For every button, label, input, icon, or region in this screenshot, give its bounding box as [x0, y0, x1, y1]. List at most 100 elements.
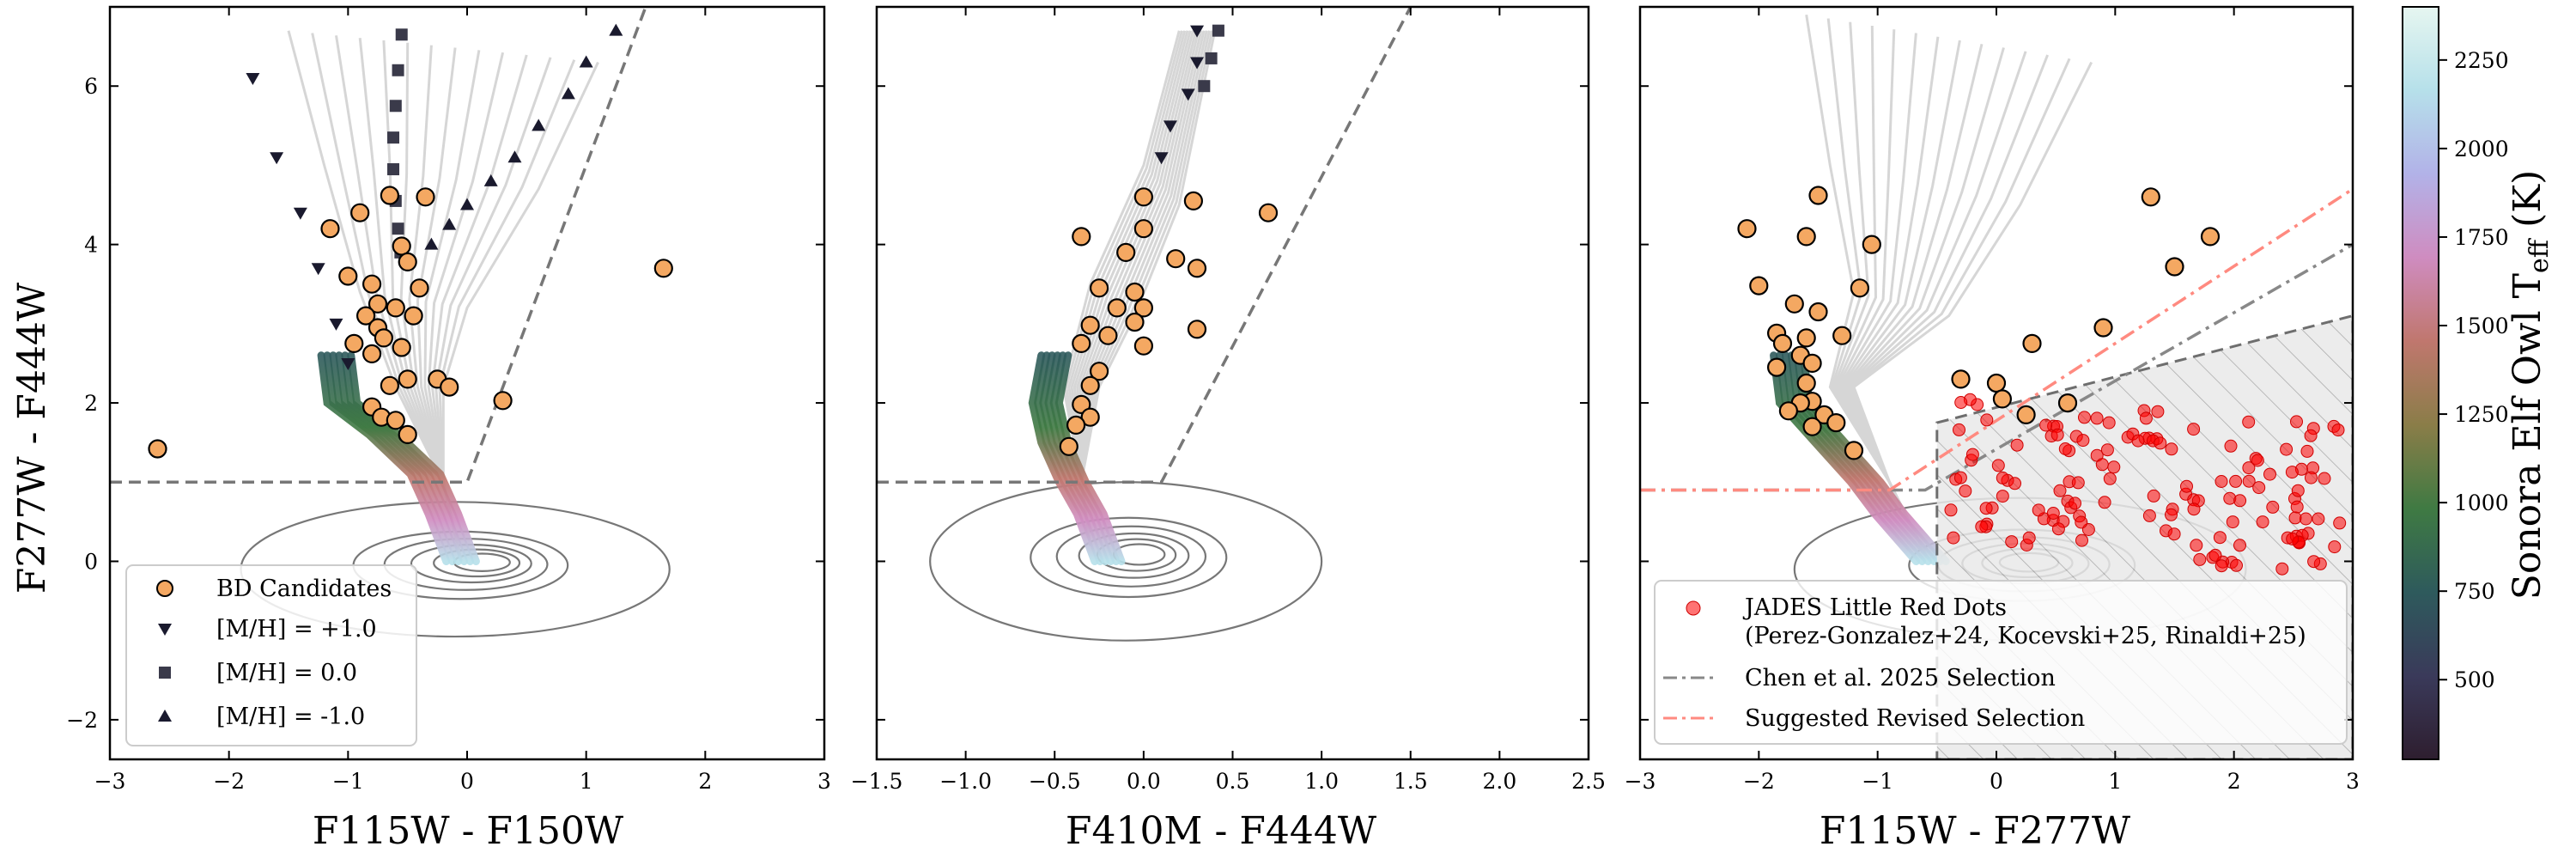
x-tick-label: 1: [580, 769, 593, 794]
lrd-point: [2328, 540, 2342, 554]
bd-candidate-point: [344, 333, 364, 353]
bd-candidate-point: [1767, 357, 1787, 377]
legend-mp-label: [M/H] = +1.0: [216, 616, 377, 643]
x-tick-label: 1.0: [1304, 769, 1339, 794]
lrd-point: [2090, 411, 2104, 425]
teff-track: [1049, 351, 1121, 565]
lrd-point: [2139, 411, 2153, 425]
lrd-point: [1954, 396, 1968, 409]
lrd-point: [2208, 548, 2222, 562]
x-tick-label: −2: [1743, 769, 1775, 794]
bd-candidate-point: [2022, 333, 2042, 353]
bd-candidate-point: [1808, 302, 1828, 322]
teff-track: [1028, 351, 1099, 565]
bd-candidate-point: [380, 186, 399, 205]
bd-candidate-point: [1258, 203, 1279, 222]
lrd-point: [2190, 539, 2203, 552]
y-tick-label: 0: [84, 549, 98, 574]
lrd-point: [2098, 496, 2111, 509]
colorbar-tick-label: 1000: [2454, 490, 2509, 515]
bd-candidate-point: [2057, 393, 2078, 413]
bd-candidate-point: [1125, 282, 1145, 302]
y-tick-label: 6: [84, 74, 98, 99]
bd-candidate-point: [1080, 375, 1100, 395]
metal-poor-marker: [532, 119, 546, 131]
metal-poor-marker: [460, 198, 474, 210]
lrd-point: [1959, 484, 1972, 498]
metal-poor-marker: [483, 174, 498, 186]
x-tick-label: −1: [1862, 769, 1893, 794]
bd-candidate-point: [410, 278, 429, 298]
solar-metal-marker: [389, 100, 402, 113]
bd-candidate-point: [1066, 415, 1086, 435]
x-tick-label: 0.0: [1127, 769, 1161, 794]
bd-candidate-point: [374, 328, 393, 348]
bd-candidate-point: [148, 439, 167, 459]
lrd-point: [2331, 423, 2345, 437]
metal-rich-marker: [1154, 152, 1169, 165]
lrd-point: [1980, 413, 1994, 427]
lrd-point: [2318, 472, 2331, 485]
colorbar-gradient: [2402, 6, 2439, 760]
colorbar-tick-label: 1500: [2454, 314, 2509, 338]
x-axis-label-right: F115W - F277W: [1820, 809, 2131, 853]
y-tick-label: 2: [84, 391, 98, 416]
metal-rich-marker: [270, 152, 284, 165]
lrd-point: [2263, 467, 2276, 481]
lrd-point: [2226, 515, 2239, 529]
solar-metal-marker: [395, 28, 408, 41]
density-contour: [929, 481, 1323, 642]
solar-metal-marker: [387, 163, 400, 176]
x-tick-label: 0.5: [1216, 769, 1250, 794]
bd-candidate-point: [1992, 389, 2012, 409]
bd-candidate-point: [398, 424, 417, 444]
x-axis-label-left: F115W - F150W: [313, 809, 624, 853]
x-tick-label: 1.5: [1394, 769, 1428, 794]
bd-candidate-point: [416, 187, 435, 207]
bd-candidate-point: [1089, 278, 1109, 298]
bd-candidate-point: [392, 338, 411, 357]
x-axis-label-middle: F410M - F444W: [1066, 809, 1377, 853]
lrd-point: [2290, 415, 2303, 429]
lrd-point: [2242, 474, 2256, 488]
legend-bd-label: BD Candidates: [216, 576, 392, 602]
lrd-point: [2010, 438, 2024, 452]
selection-boundary: [877, 7, 1413, 484]
bd-candidate-point: [1098, 326, 1118, 345]
bd-candidate-point: [1772, 333, 1793, 353]
density-contour: [1030, 516, 1228, 599]
lrd-point: [2233, 494, 2247, 508]
bd-candidate-point: [1080, 407, 1100, 427]
lrd-point: [2022, 531, 2036, 545]
metal-rich-marker: [311, 263, 325, 276]
lrd-point: [2291, 484, 2305, 497]
bd-candidate-point: [338, 266, 358, 286]
lrd-point: [2285, 466, 2299, 479]
lrd-point: [2039, 418, 2053, 432]
x-tick-label: −3: [1625, 769, 1656, 794]
bd-candidate-point: [1080, 315, 1100, 335]
panel-left: −3 −2 −1 0 1 2 3 −2 0 2 4 6: [66, 5, 831, 794]
lrd-point: [1947, 531, 1960, 545]
bd-candidate-point: [392, 236, 411, 256]
model-track: [434, 57, 552, 562]
teff-track: [1054, 351, 1126, 565]
bd-candidate-point: [1737, 219, 1757, 239]
legend-revised-label: Suggested Revised Selection: [1745, 705, 2085, 732]
bd-candidate-point: [398, 369, 417, 389]
lrd-point: [2053, 484, 2067, 497]
lrd-point: [2107, 460, 2121, 474]
legend-mp-marker: [158, 624, 172, 636]
colorbar-tick-label: 2000: [2454, 137, 2509, 161]
bd-candidate-point: [1059, 436, 1078, 456]
legend-right-box: [1654, 580, 2348, 745]
bd-candidate-point: [362, 344, 382, 363]
lrd-point: [2165, 508, 2178, 521]
lrd-point: [2008, 477, 2021, 490]
legend-solar-marker: [159, 667, 171, 679]
lrd-point: [2075, 515, 2088, 529]
bd-candidate-point: [1802, 417, 1822, 436]
lrd-point: [2187, 423, 2201, 436]
lrd-point: [2050, 428, 2064, 442]
legend-mm-marker: [158, 710, 172, 722]
